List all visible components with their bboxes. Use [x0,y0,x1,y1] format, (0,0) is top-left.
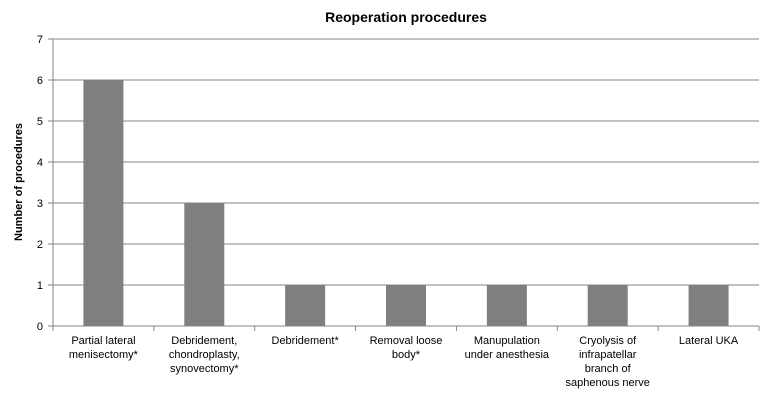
x-tick-label-line: Partial lateral [71,335,135,347]
bar [486,285,527,326]
x-tick-label: Lateral UKA [679,335,739,347]
x-tick-label-line: infrapatellar [579,349,637,361]
x-tick-label: Debridement* [272,335,340,347]
y-tick-label: 0 [37,321,43,333]
bar [688,285,729,326]
x-tick-label-line: saphenous nerve [566,377,650,389]
y-tick-label: 5 [37,116,43,128]
x-tick-label-line: Removal loose [370,335,443,347]
x-tick-label-line: Debridement* [272,335,340,347]
x-tick-label-line: menisectomy* [69,349,139,361]
x-tick-label: Partial lateral menisectomy* [69,335,139,361]
x-tick-label-line: Cryolysis of [579,335,637,347]
bar [83,80,124,326]
x-tick-label: Debridement, chondroplasty, synovectomy* [169,335,240,375]
x-tick-label-line: Manupulation [474,335,540,347]
x-tick-label: Cryolysis of infrapatellar branch of saphen… [566,335,650,389]
y-axis-label: Number of procedures [13,123,25,241]
y-tick-label: 3 [37,198,43,210]
x-tick-label: Manupulation under anesthesia [465,335,550,361]
x-tick-label-line: branch of [585,363,632,375]
bar [386,285,426,326]
bar [184,203,225,326]
y-tick-label: 7 [37,34,43,46]
x-tick-label-line: synovectomy* [170,363,239,375]
bar [285,285,326,326]
y-tick-label: 6 [37,75,43,87]
y-tick-label: 2 [37,239,43,251]
chart-title: Reoperation procedures [325,9,487,25]
y-tick-label: 4 [37,157,43,169]
y-tick-label: 1 [37,280,43,292]
x-tick-label-line: chondroplasty, [169,349,240,361]
bar [587,285,628,326]
x-tick-label-line: under anesthesia [465,349,550,361]
x-tick-label-line: Lateral UKA [679,335,739,347]
x-tick-label-line: body* [392,349,421,361]
x-tick-label-line: Debridement, [171,335,237,347]
x-tick-label: Removal loose body* [370,335,443,361]
